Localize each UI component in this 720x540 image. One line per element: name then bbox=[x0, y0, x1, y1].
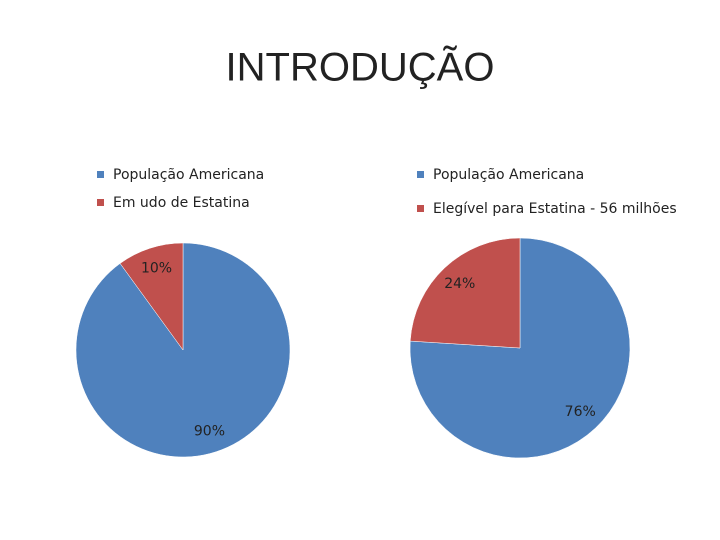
legend-label: População Americana bbox=[433, 167, 584, 183]
legend-label: População Americana bbox=[113, 167, 264, 183]
legend-label: Em udo de Estatina bbox=[113, 195, 250, 211]
pie-slice bbox=[119, 242, 184, 351]
legend-swatch bbox=[97, 171, 104, 178]
pie-slice bbox=[409, 237, 521, 349]
slide-title: INTRODUÇÃO bbox=[226, 45, 495, 90]
slice-label: 76% bbox=[565, 404, 596, 420]
slice-label: 10% bbox=[141, 261, 172, 277]
legend-swatch bbox=[417, 171, 424, 178]
legend-swatch bbox=[97, 199, 104, 206]
legend-swatch bbox=[417, 205, 424, 212]
slice-label: 90% bbox=[194, 423, 225, 439]
slice-label: 24% bbox=[444, 276, 475, 292]
legend-label: Elegível para Estatina - 56 milhões bbox=[433, 201, 677, 217]
pie-slice bbox=[75, 242, 291, 458]
